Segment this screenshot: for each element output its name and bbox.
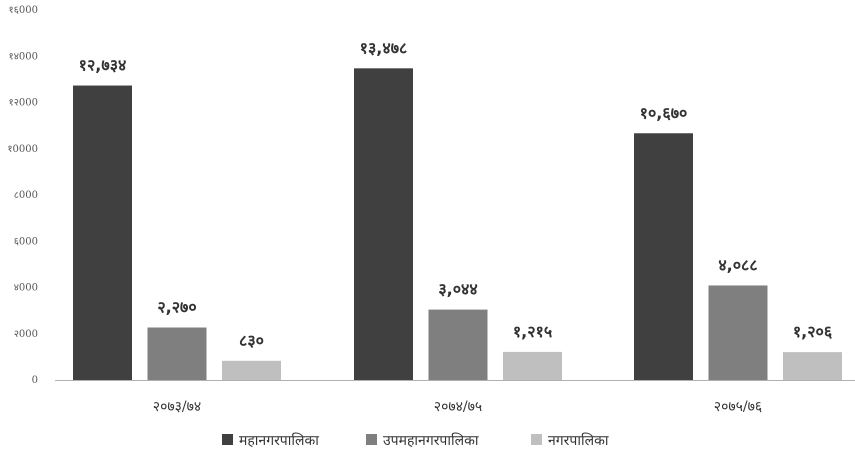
y-tick-label: २000 xyxy=(14,329,38,340)
bars-group: १२,७३४ २,२७० ८३० १३,४७८ ३,०४४ १,२१५ १०,६७० ४,०८… xyxy=(73,38,842,380)
y-tick-label: १६000 xyxy=(9,5,39,16)
bar xyxy=(709,285,768,380)
bar xyxy=(148,328,207,380)
data-label: ३,०४४ xyxy=(438,280,477,299)
y-tick-label: १४000 xyxy=(9,51,39,62)
legend-label: महानगरपालिका xyxy=(239,432,319,449)
data-label: २,२७० xyxy=(157,298,196,317)
y-tick-label: १0000 xyxy=(7,144,38,155)
bar xyxy=(783,352,842,380)
bar xyxy=(634,133,693,380)
bar xyxy=(429,310,488,380)
bar xyxy=(503,352,562,380)
data-label: १,२१५ xyxy=(513,322,552,341)
y-tick-label: १२000 xyxy=(9,98,39,109)
legend-label: उपमहानगरपालिका xyxy=(383,432,479,449)
bar xyxy=(73,86,132,380)
y-tick-label: ६000 xyxy=(14,236,38,247)
data-label: १२,७३४ xyxy=(79,56,127,75)
y-tick-label: ८000 xyxy=(14,190,38,201)
y-tick-label: ४000 xyxy=(14,283,38,294)
data-label: १३,४७८ xyxy=(360,38,408,57)
bar xyxy=(222,361,281,380)
legend-swatch xyxy=(366,434,377,445)
legend-swatch xyxy=(531,434,542,445)
legend-label: नगरपालिका xyxy=(548,432,609,449)
data-label: १,२०६ xyxy=(793,322,833,341)
x-tick-label: २०७४/७५ xyxy=(434,399,482,415)
data-label: १०,६७० xyxy=(640,103,688,122)
x-axis: २०७३/७४ २०७४/७५ २०७५/७६ xyxy=(153,399,762,415)
data-label: ८३० xyxy=(239,331,264,350)
bar xyxy=(354,68,413,380)
legend-swatch xyxy=(222,434,233,445)
legend: महानगरपालिका उपमहानगरपालिका नगरपालिका xyxy=(222,432,609,449)
data-label: ४,०८८ xyxy=(718,255,757,274)
y-tick-label: 0 xyxy=(32,375,38,386)
x-tick-label: २०७५/७६ xyxy=(714,399,762,415)
x-tick-label: २०७३/७४ xyxy=(153,399,201,415)
